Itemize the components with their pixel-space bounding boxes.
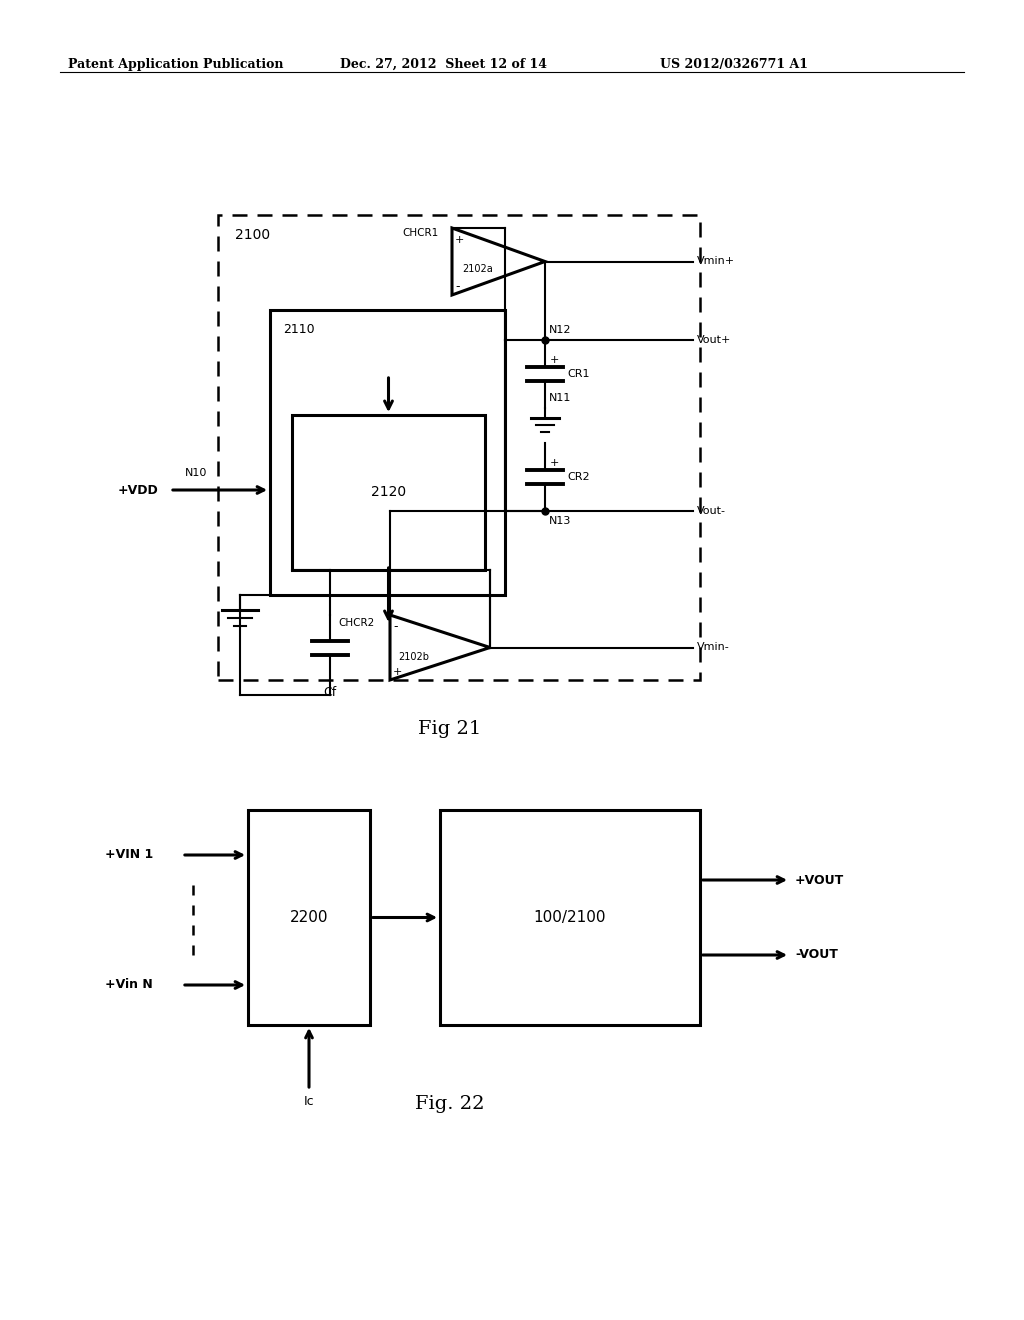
Text: +: +: [550, 355, 559, 366]
Text: CHCR1: CHCR1: [402, 228, 438, 238]
Text: CHCR2: CHCR2: [338, 618, 374, 628]
Text: Vout-: Vout-: [697, 506, 726, 516]
Text: Vmin-: Vmin-: [697, 643, 730, 652]
Text: N12: N12: [549, 325, 571, 335]
Text: Vmin+: Vmin+: [697, 256, 735, 267]
Text: +: +: [393, 667, 402, 677]
Text: 2102a: 2102a: [462, 264, 493, 275]
Text: US 2012/0326771 A1: US 2012/0326771 A1: [660, 58, 808, 71]
Text: 100/2100: 100/2100: [534, 909, 606, 925]
Text: 2200: 2200: [290, 909, 329, 925]
Polygon shape: [390, 615, 490, 680]
Text: Dec. 27, 2012  Sheet 12 of 14: Dec. 27, 2012 Sheet 12 of 14: [340, 58, 547, 71]
Polygon shape: [452, 228, 545, 294]
Text: 2110: 2110: [283, 323, 314, 337]
Text: +VIN 1: +VIN 1: [105, 849, 154, 862]
Text: Fig 21: Fig 21: [419, 719, 481, 738]
Text: Fig. 22: Fig. 22: [416, 1096, 484, 1113]
Text: -: -: [455, 281, 460, 293]
Text: 2102b: 2102b: [398, 652, 429, 663]
Text: N10: N10: [185, 469, 208, 478]
Text: +VDD: +VDD: [118, 483, 159, 496]
Text: Ic: Ic: [304, 1096, 314, 1107]
Text: Vout+: Vout+: [697, 335, 731, 345]
Text: -: -: [393, 620, 397, 634]
Text: +Vin N: +Vin N: [105, 978, 153, 991]
Text: 2120: 2120: [371, 486, 407, 499]
Text: N11: N11: [549, 393, 571, 403]
Bar: [270, 310, 505, 595]
Text: CR2: CR2: [567, 473, 590, 482]
Text: Patent Application Publication: Patent Application Publication: [68, 58, 284, 71]
Bar: [292, 414, 485, 570]
Text: +VOUT: +VOUT: [795, 874, 844, 887]
Text: -VOUT: -VOUT: [795, 949, 838, 961]
Text: Cf: Cf: [324, 686, 337, 700]
Text: N13: N13: [549, 516, 571, 525]
Text: +: +: [455, 235, 464, 246]
Text: 2100: 2100: [234, 228, 270, 242]
Bar: [440, 810, 700, 1026]
Text: CR1: CR1: [567, 370, 590, 379]
Bar: [248, 810, 370, 1026]
Bar: [218, 215, 700, 680]
Text: +: +: [550, 458, 559, 469]
